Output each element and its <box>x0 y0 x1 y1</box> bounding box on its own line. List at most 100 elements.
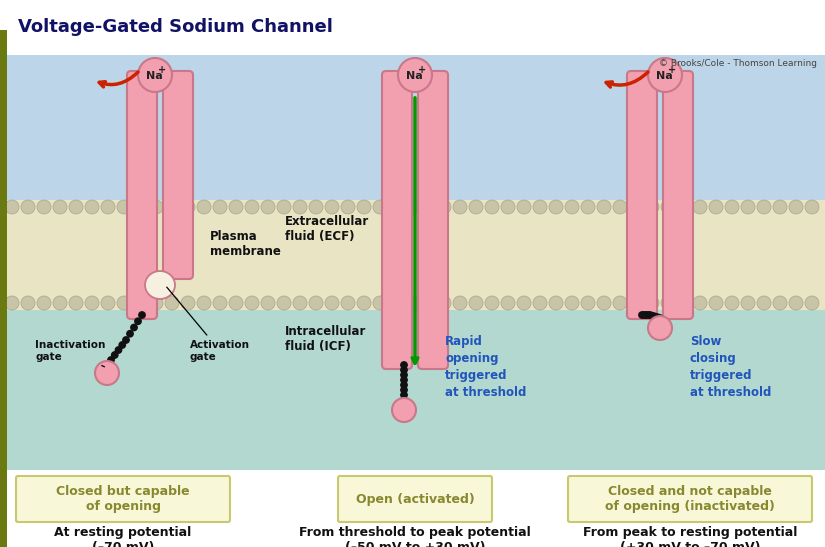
Circle shape <box>709 200 723 214</box>
Circle shape <box>677 296 691 310</box>
Circle shape <box>581 296 595 310</box>
Circle shape <box>101 296 115 310</box>
Circle shape <box>741 296 755 310</box>
Circle shape <box>101 200 115 214</box>
Text: Intracellular
fluid (ICF): Intracellular fluid (ICF) <box>285 325 366 353</box>
Circle shape <box>309 296 323 310</box>
Circle shape <box>643 312 649 318</box>
Circle shape <box>533 296 547 310</box>
Circle shape <box>123 337 130 343</box>
Circle shape <box>639 312 645 318</box>
Circle shape <box>127 330 133 337</box>
Circle shape <box>21 296 35 310</box>
Circle shape <box>245 296 259 310</box>
Circle shape <box>501 200 515 214</box>
Circle shape <box>629 200 643 214</box>
Bar <box>0 30 7 547</box>
Circle shape <box>725 296 739 310</box>
Circle shape <box>111 352 118 358</box>
Text: +: + <box>418 65 426 75</box>
Circle shape <box>139 312 145 318</box>
Circle shape <box>661 200 675 214</box>
Text: Na: Na <box>406 71 422 81</box>
Circle shape <box>613 200 627 214</box>
Circle shape <box>373 296 387 310</box>
Circle shape <box>398 58 432 92</box>
Circle shape <box>773 200 787 214</box>
Circle shape <box>229 296 243 310</box>
Circle shape <box>117 200 131 214</box>
Circle shape <box>805 200 819 214</box>
Circle shape <box>652 313 658 319</box>
Circle shape <box>645 200 659 214</box>
Text: Inactivation
gate: Inactivation gate <box>35 340 106 367</box>
Circle shape <box>119 342 125 348</box>
FancyBboxPatch shape <box>16 476 230 522</box>
Circle shape <box>453 200 467 214</box>
Text: Plasma
membrane: Plasma membrane <box>210 230 280 258</box>
Circle shape <box>117 296 131 310</box>
Text: Voltage-Gated Sodium Channel: Voltage-Gated Sodium Channel <box>18 18 332 36</box>
Circle shape <box>401 372 408 378</box>
Circle shape <box>657 315 663 321</box>
FancyBboxPatch shape <box>338 476 492 522</box>
Circle shape <box>805 296 819 310</box>
Circle shape <box>245 200 259 214</box>
Circle shape <box>341 200 355 214</box>
FancyBboxPatch shape <box>663 71 693 319</box>
Circle shape <box>357 296 371 310</box>
Circle shape <box>293 200 307 214</box>
Bar <box>0 470 825 547</box>
Circle shape <box>401 382 408 388</box>
Circle shape <box>401 377 408 383</box>
Bar <box>0 55 825 200</box>
Text: Na: Na <box>656 71 672 81</box>
Circle shape <box>357 200 371 214</box>
FancyBboxPatch shape <box>127 71 157 319</box>
Circle shape <box>165 200 179 214</box>
Circle shape <box>37 296 51 310</box>
Circle shape <box>261 296 275 310</box>
Circle shape <box>757 296 771 310</box>
Circle shape <box>645 296 659 310</box>
Circle shape <box>648 58 682 92</box>
FancyBboxPatch shape <box>627 71 657 319</box>
Circle shape <box>773 296 787 310</box>
Circle shape <box>37 200 51 214</box>
Circle shape <box>648 316 672 340</box>
Circle shape <box>647 312 653 318</box>
Circle shape <box>485 200 499 214</box>
Circle shape <box>565 296 579 310</box>
Circle shape <box>181 200 195 214</box>
Circle shape <box>149 200 163 214</box>
Circle shape <box>437 296 451 310</box>
Circle shape <box>469 200 483 214</box>
Circle shape <box>69 296 83 310</box>
Text: Closed but capable
of opening: Closed but capable of opening <box>56 485 190 513</box>
Text: From peak to resting potential
(+30 mV to –70 mV): From peak to resting potential (+30 mV t… <box>582 526 797 547</box>
Circle shape <box>138 58 172 92</box>
Circle shape <box>581 200 595 214</box>
Circle shape <box>5 200 19 214</box>
Text: Extracellular
fluid (ECF): Extracellular fluid (ECF) <box>285 215 370 243</box>
Circle shape <box>645 312 651 318</box>
Circle shape <box>181 296 195 310</box>
Text: © Brooks/Cole - Thomson Learning: © Brooks/Cole - Thomson Learning <box>659 59 817 68</box>
Circle shape <box>213 296 227 310</box>
Text: Open (activated): Open (activated) <box>356 492 474 505</box>
Circle shape <box>677 200 691 214</box>
Circle shape <box>693 200 707 214</box>
Circle shape <box>165 296 179 310</box>
Ellipse shape <box>145 271 175 299</box>
Text: +: + <box>668 65 676 75</box>
Circle shape <box>133 296 147 310</box>
Circle shape <box>149 296 163 310</box>
Circle shape <box>641 312 647 318</box>
Circle shape <box>485 296 499 310</box>
Circle shape <box>277 200 291 214</box>
Circle shape <box>389 200 403 214</box>
Circle shape <box>309 200 323 214</box>
Circle shape <box>133 200 147 214</box>
Circle shape <box>197 200 211 214</box>
Circle shape <box>389 296 403 310</box>
